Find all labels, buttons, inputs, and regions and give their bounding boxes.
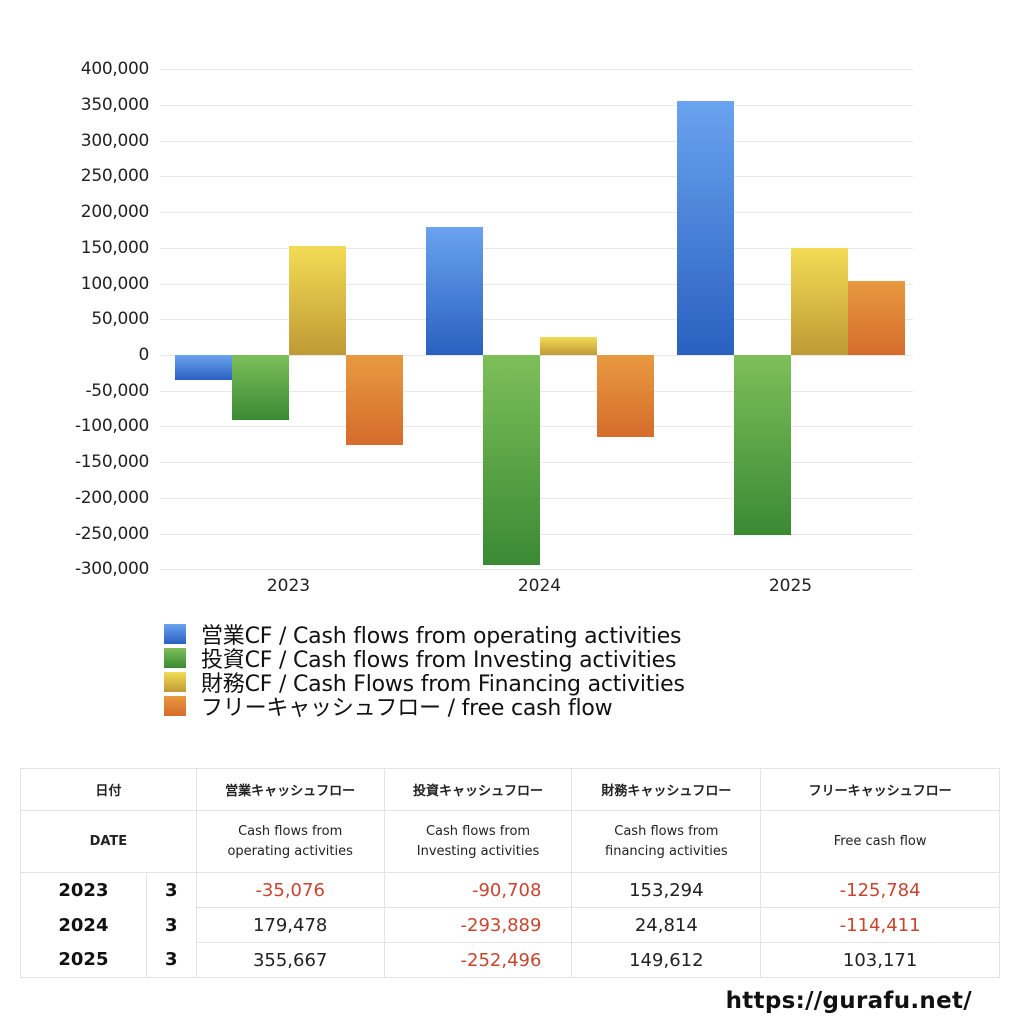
- header-free-en: Free cash flow: [760, 810, 1000, 873]
- table-header-jp: 日付 営業キャッシュフロー 投資キャッシュフロー 財務キャッシュフロー フリーキ…: [20, 768, 1000, 811]
- y-tick-label: -250,000: [74, 523, 149, 544]
- bar-2023-series-3: [346, 355, 403, 445]
- y-tick-label: -150,000: [74, 452, 149, 473]
- legend-swatch-investing: [164, 648, 186, 668]
- header-operating-en: Cash flows from operating activities: [195, 810, 385, 873]
- row-year: 2023: [20, 872, 147, 908]
- legend-label: 投資CF / Cash flows from Investing activit…: [201, 648, 677, 673]
- row-month: 3: [145, 872, 197, 908]
- gridline: [160, 176, 913, 177]
- row-free: 103,171: [760, 942, 1000, 978]
- y-tick-label: 50,000: [91, 309, 149, 330]
- chart-legend: 営業CF / Cash flows from operating activit…: [164, 622, 685, 721]
- y-tick-label: -100,000: [74, 416, 149, 437]
- y-tick-label: 0: [138, 345, 149, 365]
- header-investing-jp: 投資キャッシュフロー: [383, 768, 573, 811]
- row-investing: -293,889: [383, 907, 573, 943]
- legend-label: フリーキャッシュフロー / free cash flow: [201, 696, 613, 721]
- bar-2025-series-2: [791, 248, 848, 355]
- cash-flow-bar-chart: 400,000 350,000 300,000 250,000 200,000 150,0…: [74, 59, 913, 596]
- legend-label: 営業CF / Cash flows from operating activit…: [201, 624, 682, 649]
- row-free: -114,411: [760, 907, 1000, 943]
- header-free-jp: フリーキャッシュフロー: [760, 768, 1000, 811]
- y-tick-label: 100,000: [80, 273, 150, 294]
- y-tick-label: 350,000: [80, 95, 150, 115]
- x-tick-label: 2025: [768, 576, 813, 596]
- x-tick-label: 2024: [517, 576, 562, 596]
- bar-2024-series-2: [540, 337, 597, 355]
- legend-item-investing: 投資CF / Cash flows from Investing activit…: [164, 646, 685, 673]
- bar-2023-series-1: [232, 355, 289, 420]
- header-operating-jp: 営業キャッシュフロー: [195, 768, 385, 811]
- row-year: 2024: [20, 907, 147, 943]
- row-investing: -90,708: [383, 872, 573, 908]
- gridline: [160, 141, 913, 142]
- y-tick-label: 150,000: [80, 237, 150, 258]
- gridline: [160, 284, 913, 285]
- bar-2025-series-3: [848, 281, 905, 355]
- row-operating: -35,076: [195, 872, 385, 908]
- header-date-jp: 日付: [20, 768, 197, 811]
- table-row: 2025 3 355,667 -252,496 149,612 103,171: [20, 942, 1000, 978]
- y-tick-label: -200,000: [74, 487, 149, 508]
- legend-swatch-operating: [164, 624, 186, 644]
- row-operating: 179,478: [195, 907, 385, 943]
- legend-item-free: フリーキャッシュフロー / free cash flow: [164, 694, 685, 721]
- legend-swatch-free: [164, 696, 186, 716]
- gridline: [160, 212, 913, 213]
- bar-2024-series-3: [597, 355, 654, 437]
- row-financing: 153,294: [571, 872, 762, 908]
- header-date-en: DATE: [20, 810, 197, 873]
- row-month: 3: [145, 942, 197, 978]
- legend-item-financing: 財務CF / Cash Flows from Financing activit…: [164, 670, 685, 697]
- table-row: 2023 3 -35,076 -90,708 153,294 -125,784: [20, 872, 1000, 908]
- bar-2024-series-0: [426, 226, 483, 355]
- legend-item-operating: 営業CF / Cash flows from operating activit…: [164, 622, 685, 649]
- row-month: 3: [145, 907, 197, 943]
- header-financing-jp: 財務キャッシュフロー: [571, 768, 762, 811]
- site-url-link[interactable]: https://gurafu.net/: [725, 988, 972, 1014]
- header-financing-en: Cash flows from financing activities: [571, 810, 762, 873]
- gridline: [160, 248, 913, 249]
- y-tick-label: 300,000: [80, 130, 150, 151]
- table-header-en: DATE Cash flows from operating activitie…: [20, 810, 1000, 873]
- gridline: [160, 319, 913, 320]
- table-row: 2024 3 179,478 -293,889 24,814 -114,411: [20, 907, 1000, 943]
- gridline: [160, 105, 913, 106]
- legend-label: 財務CF / Cash Flows from Financing activit…: [201, 672, 685, 697]
- row-year: 2025: [20, 942, 147, 978]
- x-tick-label: 2023: [266, 576, 311, 596]
- bar-2025-series-1: [734, 355, 791, 536]
- bar-2024-series-1: [483, 355, 540, 565]
- bar-2025-series-0: [677, 100, 734, 355]
- bar-2023-series-2: [289, 245, 346, 355]
- row-operating: 355,667: [195, 942, 385, 978]
- row-financing: 149,612: [571, 942, 762, 978]
- header-investing-en: Cash flows from Investing activities: [383, 810, 573, 873]
- gridline: [160, 69, 913, 70]
- row-free: -125,784: [760, 872, 1000, 908]
- row-financing: 24,814: [571, 907, 762, 943]
- bar-2023-series-0: [175, 355, 232, 381]
- y-tick-label: -50,000: [85, 380, 149, 401]
- legend-swatch-financing: [164, 672, 186, 692]
- cash-flow-table: 日付 営業キャッシュフロー 投資キャッシュフロー 財務キャッシュフロー フリーキ…: [20, 768, 1000, 978]
- gridline: [160, 569, 913, 570]
- y-tick-label: -300,000: [74, 559, 149, 580]
- y-tick-label: 400,000: [80, 59, 150, 80]
- y-tick-label: 200,000: [80, 202, 150, 223]
- y-tick-label: 250,000: [80, 166, 150, 187]
- row-investing: -252,496: [383, 942, 573, 978]
